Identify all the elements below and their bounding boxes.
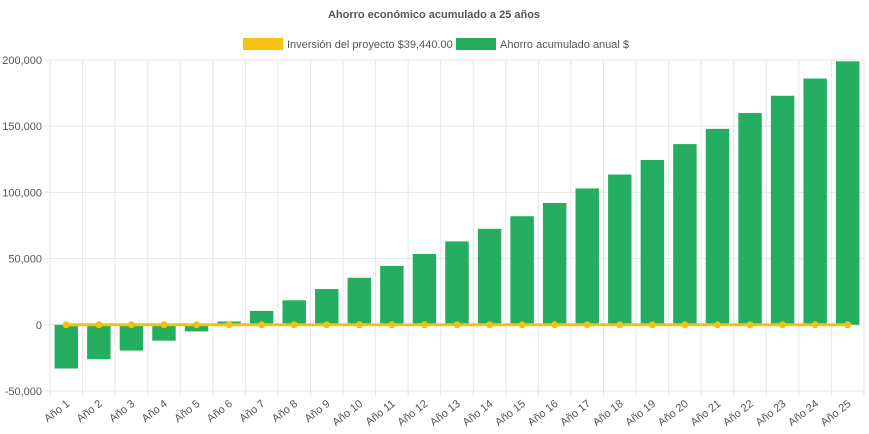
bar[interactable] [575,188,599,325]
investment-point[interactable] [551,321,559,329]
y-tick-label: 200,000 [2,55,42,67]
x-tick-label: Año 19 [623,398,658,429]
grid [45,59,865,396]
bar[interactable] [119,324,144,351]
x-tick-label: Año 22 [721,398,756,429]
investment-point[interactable] [681,321,689,329]
bar[interactable] [738,112,762,325]
x-tick-label: Año 21 [688,398,723,429]
x-tick-label: Año 3 [107,398,137,425]
bar[interactable] [249,310,274,325]
bar[interactable] [705,128,730,325]
legend: Inversión del proyecto $39,440.00 Ahorro… [243,38,629,51]
x-tick-label: Año 5 [172,398,202,425]
legend-swatch-investment [243,38,283,50]
investment-point[interactable] [583,321,591,329]
x-tick-label: Año 13 [428,398,463,429]
investment-point[interactable] [95,321,103,329]
bar[interactable] [608,174,632,325]
y-tick-label: 150,000 [2,121,42,133]
investment-point[interactable] [127,321,135,329]
investment-point[interactable] [225,321,233,329]
investment-line [62,321,852,329]
bar[interactable] [542,202,567,325]
investment-point[interactable] [420,321,428,329]
bar[interactable] [380,265,404,325]
investment-point[interactable] [62,321,70,329]
x-tick-label: Año 1 [42,398,72,425]
bar[interactable] [673,144,697,325]
x-tick-label: Año 23 [754,398,789,429]
investment-point[interactable] [290,321,298,329]
bar[interactable] [770,95,795,325]
investment-point[interactable] [193,321,201,329]
y-tick-label: 0 [36,320,42,332]
x-tick-label: Año 25 [819,398,854,429]
bar[interactable] [347,277,372,325]
investment-point[interactable] [388,321,396,329]
x-tick-label: Año 11 [363,398,397,428]
bar[interactable] [412,253,437,325]
bar[interactable] [315,289,339,325]
bar[interactable] [640,159,665,325]
legend-item-savings[interactable]: Ahorro acumulado anual $ [456,38,629,51]
y-tick-label: -50,000 [5,386,42,398]
bar[interactable] [87,324,111,360]
x-tick-label: Año 4 [140,398,170,425]
investment-point[interactable] [355,321,363,329]
bar[interactable] [152,324,176,341]
x-tick-label: Año 17 [558,398,593,429]
investment-point[interactable] [160,321,168,329]
x-tick-label: Año 12 [395,398,430,429]
bar[interactable] [477,228,502,325]
investment-point[interactable] [811,321,819,329]
x-tick-label: Año 8 [270,398,300,425]
bar[interactable] [54,324,79,369]
x-axis-ticks: Año 1 Año 2 Año 3 Año 4 Año 5 Año 6 Año 7 Año 8… [42,398,853,429]
x-tick-label: Año 2 [75,398,105,425]
bar[interactable] [510,216,534,325]
investment-point[interactable] [486,321,494,329]
y-tick-label: 50,000 [8,254,42,266]
x-tick-label: Año 15 [493,398,528,429]
x-tick-label: Año 7 [237,398,267,425]
investment-point[interactable] [258,321,266,329]
legend-swatch-savings [456,38,496,50]
investment-point[interactable] [518,321,526,329]
chart-title: Ahorro económico acumulado a 25 años [328,9,540,21]
x-tick-label: Año 9 [303,398,333,425]
legend-item-investment[interactable]: Inversión del proyecto $39,440.00 [243,38,453,51]
bar[interactable] [835,61,860,325]
x-tick-label: Año 18 [591,398,626,429]
investment-point[interactable] [713,321,721,329]
y-axis-ticks: 200,000 150,000 100,000 50,000 0 -50,000 [2,55,42,398]
legend-label-savings: Ahorro acumulado anual $ [500,39,629,51]
investment-point[interactable] [323,321,331,329]
y-tick-label: 100,000 [2,187,42,199]
x-tick-label: Año 16 [526,398,561,429]
bar[interactable] [445,241,469,325]
investment-point[interactable] [779,321,787,329]
x-tick-label: Año 24 [786,398,821,429]
investment-point[interactable] [746,321,754,329]
investment-point[interactable] [844,321,852,329]
x-tick-label: Año 10 [330,398,365,429]
bar[interactable] [803,78,827,325]
x-tick-label: Año 20 [656,398,691,429]
x-tick-label: Año 14 [461,398,496,429]
investment-point[interactable] [453,321,461,329]
investment-point[interactable] [616,321,624,329]
legend-label-investment: Inversión del proyecto $39,440.00 [287,39,453,51]
x-tick-label: Año 6 [205,398,235,425]
bar[interactable] [282,300,306,325]
investment-point[interactable] [648,321,656,329]
